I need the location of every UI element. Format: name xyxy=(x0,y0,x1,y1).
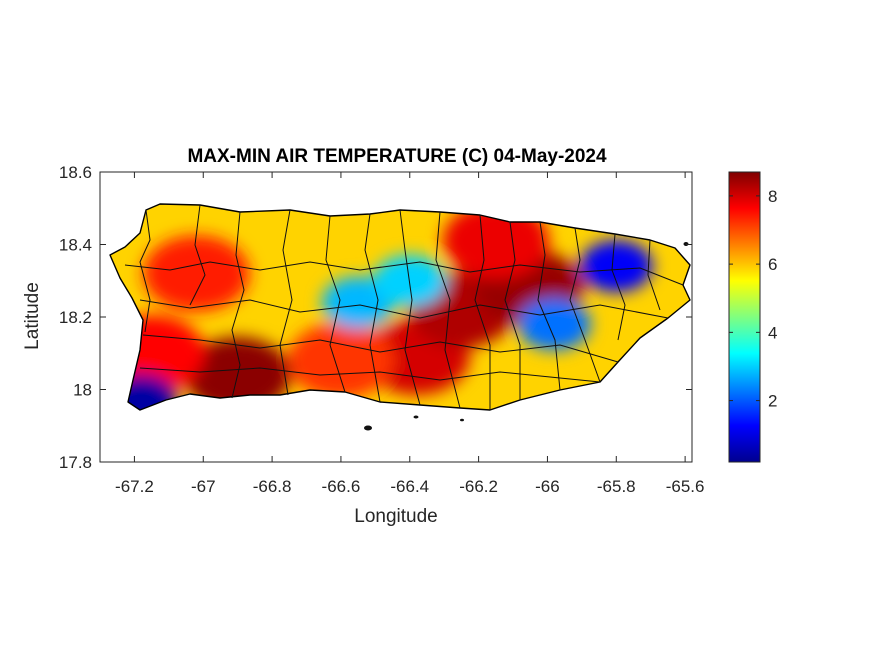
colorbar-ticks: 2 4 6 8 xyxy=(729,187,777,411)
y-axis-label: Latitude xyxy=(22,282,43,350)
x-tick-label: -67.2 xyxy=(115,477,154,496)
colorbar-tick-label: 6 xyxy=(768,255,777,274)
offshore-islets xyxy=(364,242,689,431)
x-tick-label: -65.6 xyxy=(666,477,705,496)
coldspot-10 xyxy=(517,298,591,351)
x-tick-label: -66.4 xyxy=(390,477,429,496)
map-title: MAX-MIN AIR TEMPERATURE (C) 04-May-2024 xyxy=(187,146,607,167)
colorbar-tick-label: 2 xyxy=(768,392,777,411)
x-tick-label: -65.8 xyxy=(597,477,636,496)
x-tick-label: -66.8 xyxy=(253,477,292,496)
x-axis-label: Longitude xyxy=(354,506,437,527)
x-tick-label: -66 xyxy=(535,477,560,496)
municipality-boundaries xyxy=(124,204,684,410)
y-tick-label: 18.4 xyxy=(59,236,92,255)
x-tick-label: -67 xyxy=(191,477,216,496)
y-tick-label: 18.6 xyxy=(59,163,92,182)
hotspot-7 xyxy=(143,235,250,312)
y-tick-label: 18.2 xyxy=(59,308,92,327)
coldspot-8 xyxy=(579,240,653,293)
colorbar xyxy=(728,171,761,463)
x-tick-label: -66.2 xyxy=(459,477,498,496)
y-tick-label: 18 xyxy=(73,381,92,400)
y-tick-label: 17.8 xyxy=(59,453,92,472)
colorbar-tick-label: 8 xyxy=(768,187,777,206)
colorbar-tick-label: 4 xyxy=(768,323,777,342)
y-axis-ticks: 17.8 18 18.2 18.4 18.6 xyxy=(59,163,692,472)
x-axis-ticks: -67.2 -67 -66.8 -66.6 -66.4 -66.2 -66 -65.8 -65.… xyxy=(115,172,704,496)
hotspot-6 xyxy=(287,322,395,399)
x-tick-label: -66.6 xyxy=(322,477,361,496)
